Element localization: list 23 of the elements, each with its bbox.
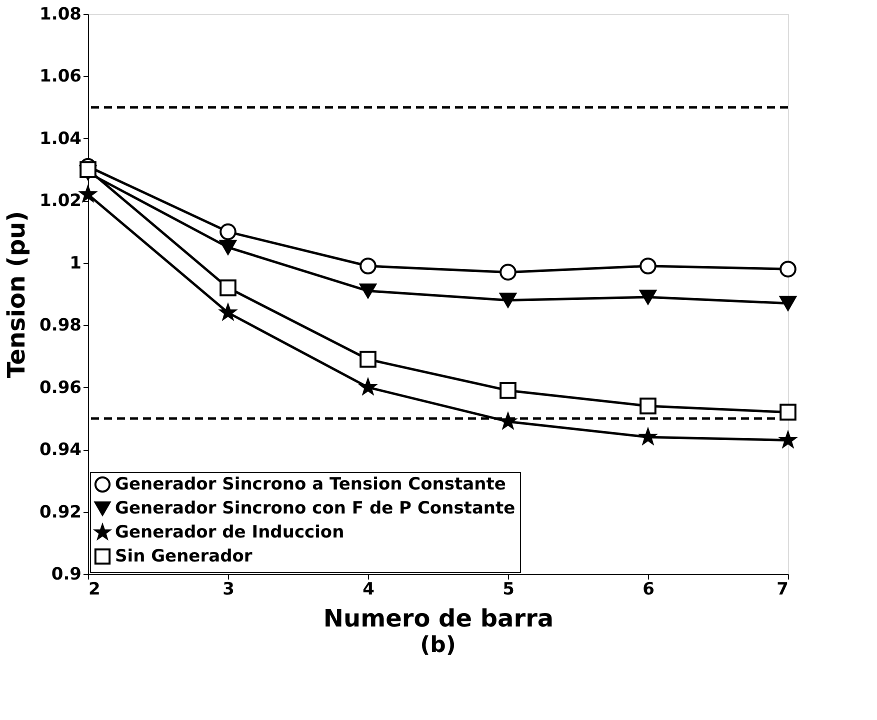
y-tick-label: 1.04	[40, 128, 82, 149]
y-tick-label: 1	[70, 253, 82, 274]
y-tick-label: 0.96	[40, 378, 82, 398]
x-tick-label: 7	[776, 580, 788, 600]
y-tick-label: 0.9	[51, 564, 82, 584]
y-tick-label: 1.02	[40, 191, 82, 212]
legend-label: Generador de Induccion	[115, 522, 344, 542]
y-axis-title: Tension (pu)	[2, 210, 31, 378]
x-tick-label: 2	[88, 580, 100, 600]
legend-label: Sin Generador	[115, 546, 253, 566]
text: (b)	[420, 633, 456, 658]
y-tick-label: 0.94	[40, 440, 82, 460]
x-tick-label: 3	[222, 580, 234, 600]
y-tick-label: 0.92	[40, 502, 82, 522]
x-tick-label: 6	[642, 580, 654, 600]
y-tick-label: 0.98	[40, 316, 82, 336]
y-tick-label: 1.06	[40, 66, 82, 87]
x-tick-label: 4	[362, 580, 375, 600]
y-tick-label: 1.08	[40, 4, 82, 24]
legend-label: Generador Sincrono a Tension Constante	[115, 474, 506, 494]
x-tick-label: 5	[502, 580, 514, 600]
x-axis-title: Numero de barra	[323, 604, 554, 632]
legend-label: Generador Sincrono con F de P Constante	[115, 498, 516, 518]
